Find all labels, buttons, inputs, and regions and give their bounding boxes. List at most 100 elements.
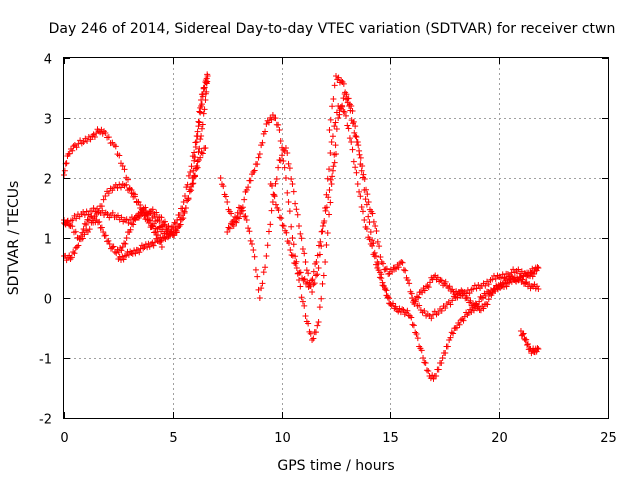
data-point [131,193,138,200]
data-point [202,97,209,103]
data-point [251,253,258,260]
data-point [317,238,324,245]
data-point [282,175,289,181]
data-point [271,193,278,200]
data-point [288,223,295,230]
data-point [84,216,91,223]
chart-title: Day 246 of 2014, Sidereal Day-to-day VTE… [49,21,616,37]
data-point [279,222,286,229]
data-point [150,242,157,249]
data-point [353,133,360,140]
data-point [192,165,199,172]
ticks-layer [64,58,609,419]
data-point [314,322,321,329]
data-point [239,207,246,214]
data-point [279,152,286,159]
data-point [339,103,346,110]
data-series [217,91,538,382]
data-point [361,217,368,223]
data-point [243,217,250,223]
data-point [302,259,309,265]
data-point [118,247,125,254]
data-point [328,181,335,187]
data-point [398,259,405,265]
data-point [363,225,370,232]
data-point [170,224,177,231]
data-point [246,228,253,235]
data-point [229,221,236,228]
data-point [180,199,187,205]
data-point [247,237,254,244]
data-point [265,119,272,126]
data-point [194,158,201,165]
data-point [535,286,542,292]
data-point [203,80,210,87]
data-point [204,73,211,79]
data-point [151,239,158,246]
data-point [380,283,387,289]
data-point [288,252,295,259]
data-point [482,282,489,289]
data-point [287,247,294,253]
data-point [195,118,202,125]
data-point [373,228,380,235]
data-point [464,294,471,301]
data-point [100,229,107,235]
data-point [291,259,298,266]
data-point [367,229,374,235]
data-point [158,244,165,250]
data-point [333,126,340,133]
data-point [294,211,301,218]
data-point [292,200,299,207]
data-point [326,211,333,218]
data-point [263,253,270,259]
data-point [119,163,126,169]
data-point [372,223,379,229]
data-point [258,285,265,292]
data-point [222,193,229,200]
y-tick-label: -2 [39,413,52,428]
data-point [428,315,435,322]
data-point [406,280,413,287]
plot-frame [63,57,609,419]
data-point [86,226,93,233]
data-point [249,241,256,247]
data-point [116,152,123,159]
data-point [79,229,86,236]
data-point [327,150,334,157]
data-point [326,166,333,173]
data-point [519,331,526,338]
data-point [66,150,73,157]
data-point [343,112,350,119]
data-point [123,235,130,241]
data-point [321,217,328,224]
data-point [123,216,130,223]
data-point [369,210,376,217]
data-point [245,184,252,191]
data-point [410,322,417,329]
data-point [299,246,306,253]
data-point [348,117,355,124]
data-point [195,148,202,155]
data-point [131,215,138,222]
data-point [190,167,197,174]
data-point [420,355,427,361]
data-point [435,366,442,373]
y-tick-label: 0 [44,293,52,308]
data-point [472,300,479,307]
data-point [80,139,87,145]
data-point [352,133,359,139]
data-point [290,241,297,248]
data-point [446,283,453,290]
data-series [326,73,542,314]
data-series [224,103,394,307]
data-point [396,305,403,312]
data-point [177,221,184,228]
data-point [438,307,445,314]
data-point [349,120,356,127]
y-tick-label: 3 [44,113,52,128]
data-point [199,150,206,157]
data-point [423,367,430,374]
data-point [278,215,285,222]
data-point [527,269,534,276]
